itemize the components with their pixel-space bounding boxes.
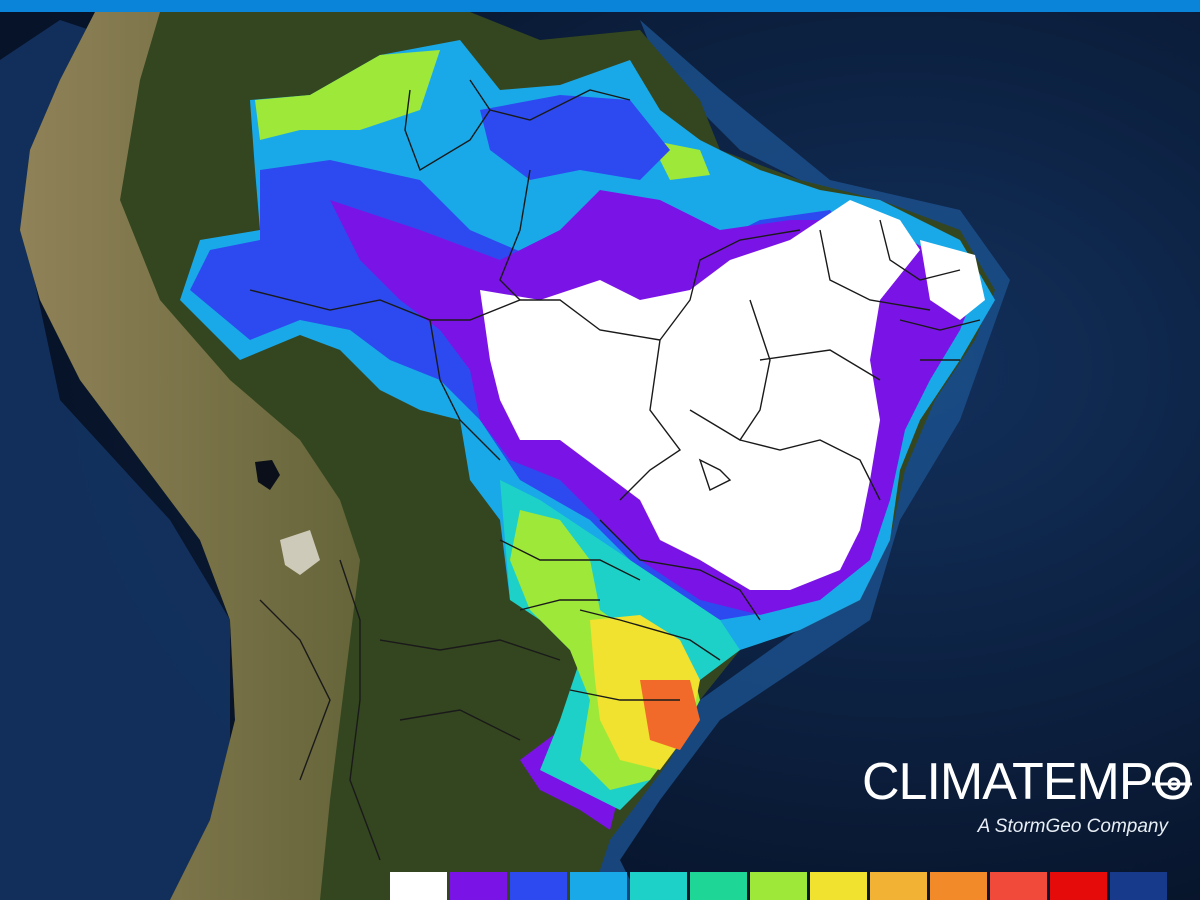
arrow-line-icon xyxy=(1152,777,1192,791)
state-borders xyxy=(249,79,981,861)
precip-minimal-south xyxy=(640,680,700,750)
precip-heavy-core xyxy=(480,200,920,590)
color-legend xyxy=(390,872,1167,900)
legend-swatch xyxy=(990,872,1047,900)
legend-swatch xyxy=(450,872,507,900)
salt-flats xyxy=(280,530,320,575)
legend-swatch xyxy=(1050,872,1107,900)
precip-high-north xyxy=(480,95,670,180)
legend-swatch xyxy=(870,872,927,900)
brand-name: CLIMATEMPO xyxy=(862,753,1193,811)
legend-swatch xyxy=(570,872,627,900)
precipitation-map xyxy=(0,12,1200,900)
legend-swatch xyxy=(810,872,867,900)
precip-low-north xyxy=(255,50,440,140)
legend-swatch xyxy=(390,872,447,900)
titicaca-lake xyxy=(255,460,280,490)
legend-swatch xyxy=(930,872,987,900)
brand-tagline: A StormGeo Company xyxy=(977,816,1168,837)
continental-shelf xyxy=(0,20,230,900)
precipitation-overlay xyxy=(180,40,995,830)
andes-region xyxy=(20,12,360,900)
legend-swatch xyxy=(1110,872,1167,900)
climatempo-logo: CLIMATEMPO A StormGeo Company xyxy=(862,752,1193,852)
legend-swatch xyxy=(690,872,747,900)
top-accent-bar xyxy=(0,0,1200,12)
legend-swatch xyxy=(510,872,567,900)
legend-swatch xyxy=(750,872,807,900)
precip-heavy-east xyxy=(920,240,985,320)
legend-swatch xyxy=(630,872,687,900)
